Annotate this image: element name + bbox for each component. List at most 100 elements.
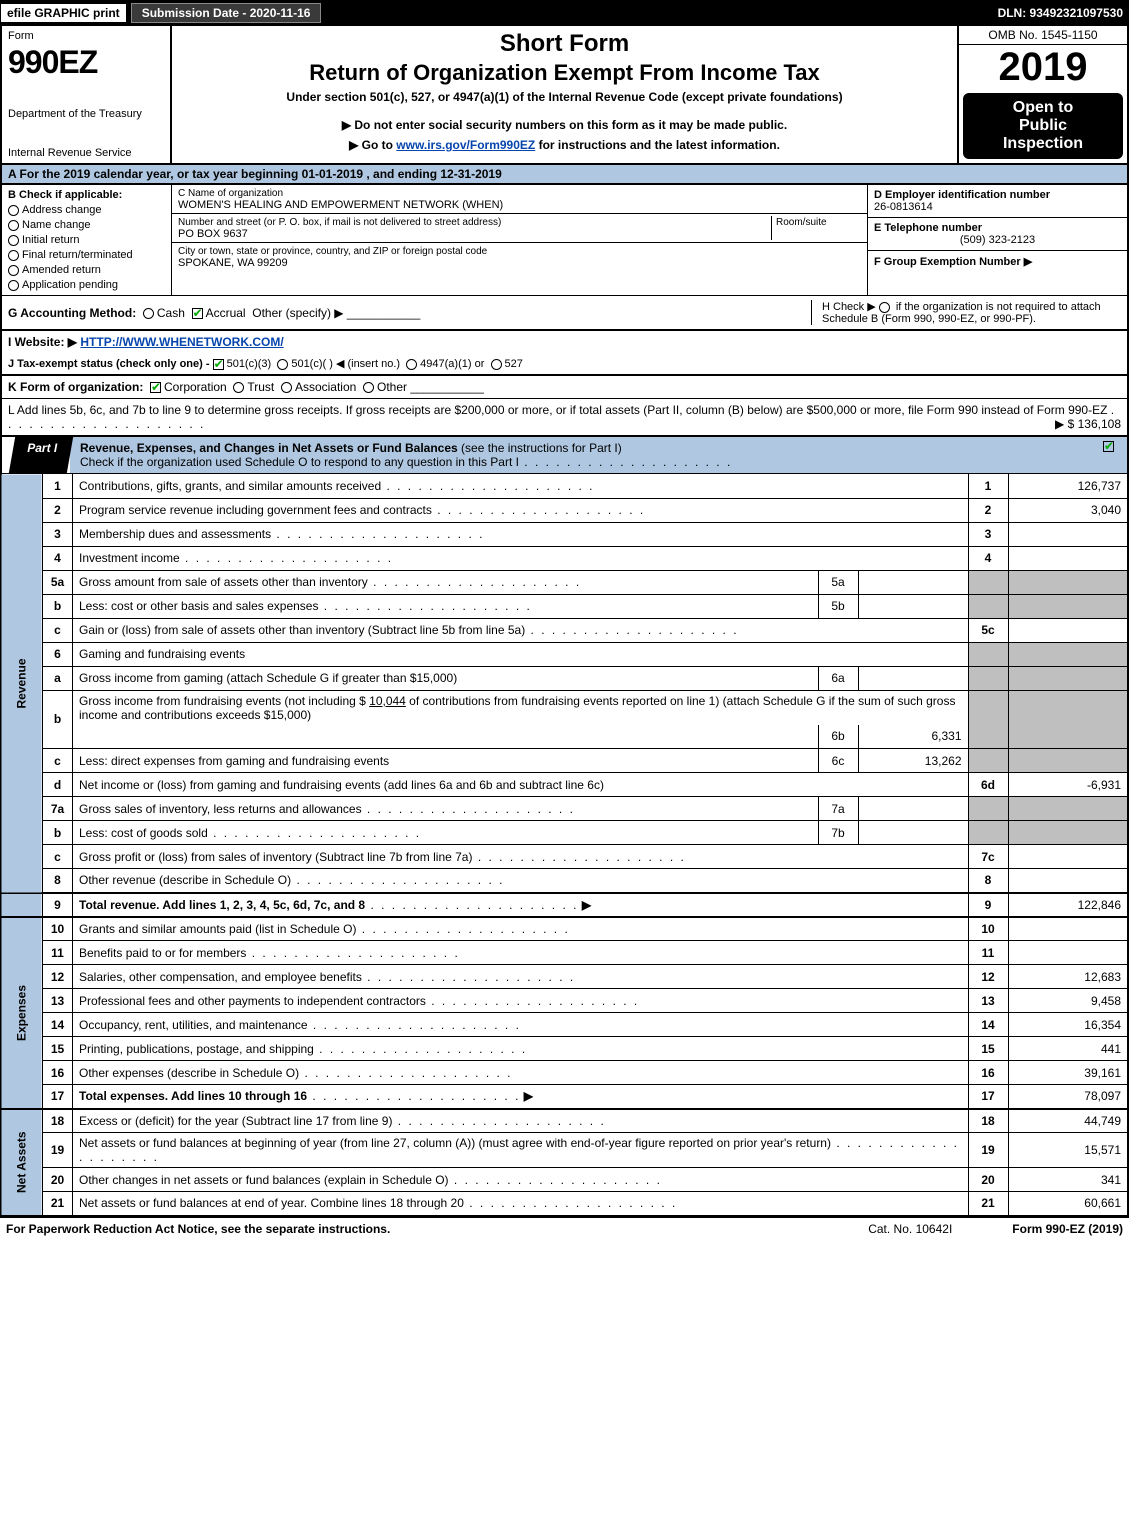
page-footer: For Paperwork Reduction Act Notice, see …	[0, 1217, 1129, 1240]
c-city-row: City or town, state or province, country…	[172, 243, 867, 271]
b-opt-final-return[interactable]: Final return/terminated	[8, 249, 165, 261]
ln16-val: 39,161	[1008, 1061, 1128, 1085]
form-ref: Form 990-EZ (2019)	[1012, 1222, 1123, 1236]
ln6b-amt: 10,044	[369, 694, 406, 708]
part1-title: Revenue, Expenses, and Changes in Net As…	[70, 437, 1127, 473]
k-corp: Corporation	[164, 380, 227, 394]
c-name-label: C Name of organization	[178, 188, 283, 199]
tax-year: 2019	[959, 45, 1127, 89]
ln10-desc: Grants and similar amounts paid (list in…	[79, 922, 356, 936]
part1-header: Part I Revenue, Expenses, and Changes in…	[0, 437, 1129, 474]
ln9-desc: Total revenue. Add lines 1, 2, 3, 4, 5c,…	[79, 898, 365, 912]
ln21-val: 60,661	[1008, 1192, 1128, 1216]
submission-date-label: Submission Date - 2020-11-16	[131, 3, 322, 23]
c-addr-row: Number and street (or P. O. box, if mail…	[172, 214, 867, 243]
ln6a-desc: Gross income from gaming (attach Schedul…	[79, 671, 457, 685]
b-opt-initial-return[interactable]: Initial return	[8, 234, 165, 246]
ln17-val: 78,097	[1008, 1085, 1128, 1109]
ln6b-sub: 6,331	[858, 725, 968, 749]
info-grid: B Check if applicable: Address change Na…	[0, 185, 1129, 295]
row-l: L Add lines 5b, 6c, and 7b to line 9 to …	[0, 399, 1129, 437]
phone-value: (509) 323-2123	[874, 234, 1121, 246]
website-link[interactable]: HTTP://WWW.WHENETWORK.COM/	[80, 335, 283, 349]
ln14-desc: Occupancy, rent, utilities, and maintena…	[79, 1018, 308, 1032]
ln6-desc: Gaming and fundraising events	[73, 642, 969, 666]
row-k: K Form of organization: Corporation Trus…	[0, 376, 1129, 399]
j-501c3-check[interactable]	[213, 359, 224, 370]
ln11-desc: Benefits paid to or for members	[79, 946, 246, 960]
org-city: SPOKANE, WA 99209	[178, 257, 288, 269]
part1-schedule-o-check[interactable]	[1103, 441, 1114, 452]
open-line3: Inspection	[967, 135, 1119, 153]
form-number: 990EZ	[8, 44, 164, 81]
j-s1: 501(c)(3)	[227, 358, 272, 370]
ln4-val	[1008, 546, 1128, 570]
form-word: Form	[8, 30, 164, 42]
ln5b-sub	[858, 594, 968, 618]
open-to-public-badge: Open to Public Inspection	[963, 93, 1123, 159]
ln12-val: 12,683	[1008, 965, 1128, 989]
e-row: E Telephone number (509) 323-2123	[868, 218, 1127, 251]
j-label: J Tax-exempt status (check only one) -	[8, 358, 213, 370]
c-city-label: City or town, state or province, country…	[178, 246, 487, 257]
paperwork-notice: For Paperwork Reduction Act Notice, see …	[6, 1222, 390, 1236]
ln1-val: 126,737	[1008, 474, 1128, 498]
j-527-radio[interactable]	[491, 359, 502, 370]
header-mid: Short Form Return of Organization Exempt…	[172, 26, 957, 163]
g-cash-radio[interactable]	[143, 308, 154, 319]
short-form-title: Short Form	[182, 30, 947, 58]
goto-post: for instructions and the latest informat…	[535, 138, 780, 152]
ln6d-desc: Net income or (loss) from gaming and fun…	[79, 778, 604, 792]
ln14-val: 16,354	[1008, 1013, 1128, 1037]
row-g-h: G Accounting Method: Cash Accrual Other …	[0, 295, 1129, 331]
b-opt-name-change[interactable]: Name change	[8, 219, 165, 231]
ln5a-desc: Gross amount from sale of assets other t…	[79, 575, 368, 589]
ln-1: 1	[43, 474, 73, 498]
ln13-desc: Professional fees and other payments to …	[79, 994, 426, 1008]
ln6a-sub	[858, 666, 968, 690]
f-label: F Group Exemption Number ▶	[874, 256, 1032, 268]
d-row: D Employer identification number 26-0813…	[868, 185, 1127, 218]
h-section: H Check ▶ if the organization is not req…	[811, 300, 1121, 325]
g-accrual: Accrual	[206, 306, 246, 320]
ln6d-val: -6,931	[1008, 773, 1128, 797]
goto-link[interactable]: www.irs.gov/Form990EZ	[396, 138, 535, 152]
k-trust-radio[interactable]	[233, 382, 244, 393]
ln19-val: 15,571	[1008, 1133, 1128, 1168]
ln7b-desc: Less: cost of goods sold	[79, 826, 208, 840]
k-other-radio[interactable]	[363, 382, 374, 393]
ln15-val: 441	[1008, 1037, 1128, 1061]
ln5b-desc: Less: cost or other basis and sales expe…	[79, 599, 318, 613]
k-corp-check[interactable]	[150, 382, 161, 393]
b-opt-address-change[interactable]: Address change	[8, 204, 165, 216]
org-name: WOMEN'S HEALING AND EMPOWERMENT NETWORK …	[178, 199, 503, 211]
efile-print-button[interactable]: efile GRAPHIC print	[0, 3, 127, 23]
k-assoc-radio[interactable]	[281, 382, 292, 393]
ln7c-desc: Gross profit or (loss) from sales of inv…	[79, 850, 472, 864]
b-opt-amended[interactable]: Amended return	[8, 264, 165, 276]
l-amount: ▶ $ 136,108	[1055, 417, 1121, 431]
ln21-desc: Net assets or fund balances at end of ye…	[79, 1196, 464, 1210]
ln3-desc: Membership dues and assessments	[79, 527, 271, 541]
part1-table: Revenue 1 Contributions, gifts, grants, …	[0, 474, 1129, 1217]
dept-irs: Internal Revenue Service	[8, 147, 164, 159]
j-4947-radio[interactable]	[406, 359, 417, 370]
open-line2: Public	[967, 117, 1119, 135]
g-other: Other (specify) ▶	[252, 306, 343, 320]
ln1-num: 1	[968, 474, 1008, 498]
j-501c-radio[interactable]	[277, 359, 288, 370]
ln13-val: 9,458	[1008, 989, 1128, 1013]
ln9-val: 122,846	[1008, 893, 1128, 917]
e-label: E Telephone number	[874, 222, 982, 234]
b-opt-pending[interactable]: Application pending	[8, 279, 165, 291]
ln4-desc: Investment income	[79, 551, 180, 565]
ssn-notice: ▶ Do not enter social security numbers o…	[182, 118, 947, 132]
g-label: G Accounting Method:	[8, 306, 136, 320]
g-section: G Accounting Method: Cash Accrual Other …	[8, 306, 420, 320]
l-text: L Add lines 5b, 6c, and 7b to line 9 to …	[8, 403, 1107, 417]
ln6c-desc: Less: direct expenses from gaming and fu…	[79, 754, 389, 768]
dln-label: DLN: 93492321097530	[998, 6, 1129, 20]
f-row: F Group Exemption Number ▶	[868, 251, 1127, 295]
g-accrual-check[interactable]	[192, 308, 203, 319]
h-radio[interactable]	[879, 302, 890, 313]
